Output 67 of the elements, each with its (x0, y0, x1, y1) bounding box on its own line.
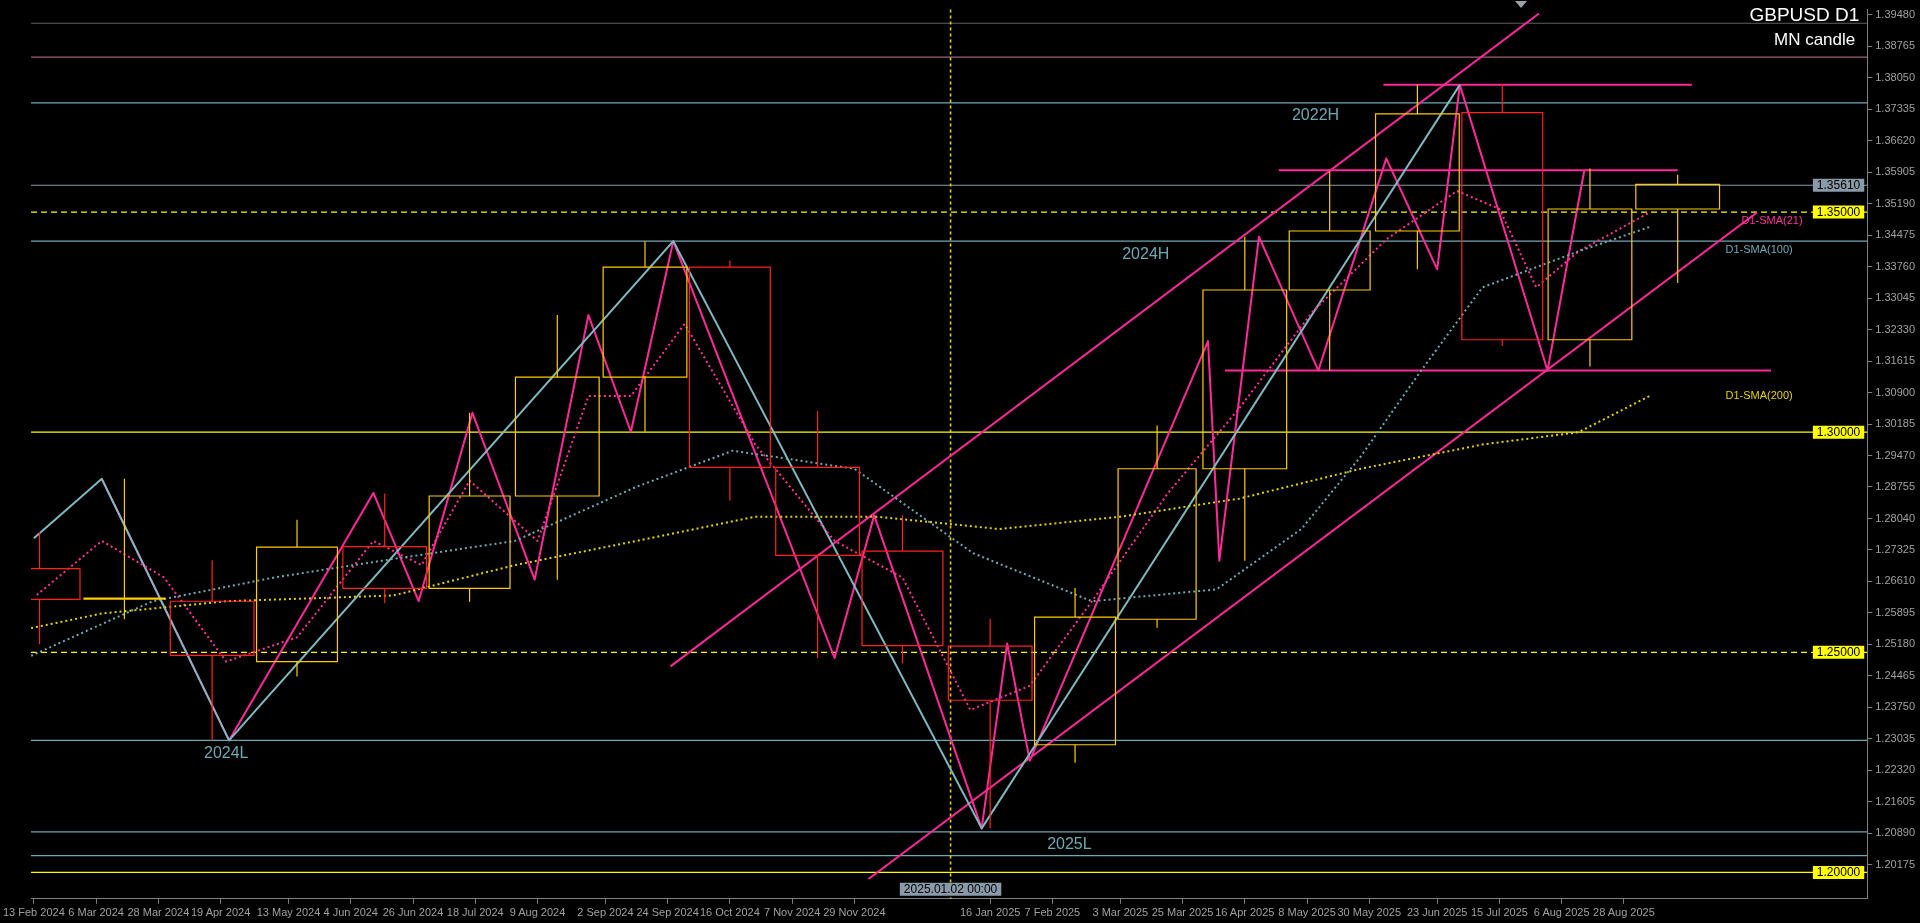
y-tick-label: 1.39480 (1875, 7, 1915, 20)
x-tick-label: 16 Jan 2025 (959, 906, 1021, 919)
x-tick-label: 29 Nov 2024 (823, 906, 886, 919)
x-tick-label: 16 Oct 2024 (699, 906, 760, 919)
y-tick-label: 1.34475 (1875, 228, 1915, 241)
y-tick-label: 1.24465 (1875, 668, 1915, 681)
ref-line-label: 1.35610 (1816, 178, 1861, 193)
text: D1-SMA(200) (1725, 389, 1793, 402)
y-tick-label: 1.23750 (1875, 700, 1915, 713)
y-tick-label: 1.35905 (1875, 165, 1915, 178)
y-tick-label: 1.38050 (1875, 70, 1915, 83)
y-tick-label: 1.20890 (1875, 826, 1915, 839)
x-tick-label: 30 May 2025 (1337, 906, 1402, 919)
x-tick-label: 13 May 2024 (256, 906, 321, 919)
y-tick-label: 1.30185 (1875, 417, 1915, 430)
x-tick-label: 9 Aug 2024 (509, 906, 566, 919)
x-tick-label: 16 Apr 2025 (1215, 906, 1275, 919)
x-tick-label: 23 Jun 2025 (1406, 906, 1468, 919)
y-tick-label: 1.27325 (1875, 542, 1915, 555)
y-tick-label: 1.35190 (1875, 196, 1915, 209)
y-tick-label: 1.32330 (1875, 322, 1915, 335)
y-tick-label: 1.25180 (1875, 637, 1915, 650)
y-tick-label: 1.26610 (1875, 574, 1915, 587)
x-tick-label: 3 Mar 2025 (1092, 906, 1149, 919)
ref-line-label: 2025.01.02 00:00 (903, 882, 998, 897)
x-tick-label: 19 Apr 2024 (190, 906, 251, 919)
annotation: 2025L (1047, 835, 1092, 853)
annotation: 2024L (204, 743, 249, 761)
y-tick-label: 1.28755 (1875, 480, 1915, 493)
y-tick-label: 1.22320 (1875, 763, 1915, 776)
y-tick-label: 1.25895 (1875, 605, 1915, 618)
x-tick-label: 18 Jul 2024 (446, 906, 504, 919)
x-tick-label: 8 May 2025 (1278, 906, 1336, 919)
x-tick-label: 2 Sep 2024 (577, 906, 634, 919)
text: MN candle (1773, 30, 1856, 50)
y-tick-label: 1.30900 (1875, 385, 1915, 398)
annotation: 2022H (1291, 106, 1340, 124)
text: D1-SMA(100) (1725, 243, 1793, 256)
ref-line-label: 1.25000 (1816, 645, 1861, 660)
y-tick-label: 1.29470 (1875, 448, 1915, 461)
x-tick-label: 6 Aug 2025 (1533, 906, 1590, 919)
x-tick-label: 24 Sep 2024 (636, 906, 699, 919)
x-tick-label: 7 Nov 2024 (763, 906, 821, 919)
y-tick-label: 1.31615 (1875, 354, 1915, 367)
x-tick-label: 4 Jun 2024 (323, 906, 378, 919)
x-tick-label: 28 Aug 2025 (1593, 906, 1655, 919)
ref-line-label: 1.20000 (1816, 865, 1861, 880)
y-tick-label: 1.36620 (1875, 133, 1915, 146)
y-tick-label: 1.38765 (1875, 39, 1915, 52)
annotation: 2024H (1122, 244, 1170, 262)
x-tick-label: 28 Mar 2024 (127, 906, 190, 919)
y-tick-label: 1.33760 (1875, 259, 1915, 272)
y-tick-label: 1.20175 (1875, 857, 1915, 870)
y-tick-label: 1.33045 (1875, 291, 1915, 304)
x-tick-label: 25 Mar 2025 (1151, 906, 1214, 919)
chart-title: GBPUSD D1 (1749, 3, 1860, 25)
x-tick-label: 6 Mar 2024 (68, 906, 124, 919)
y-tick-label: 1.28040 (1875, 511, 1915, 524)
ref-line-label: 1.35000 (1816, 204, 1861, 219)
y-tick-label: 1.37335 (1875, 102, 1915, 115)
x-tick-label: 26 Jun 2024 (382, 906, 444, 919)
y-tick-label: 1.23035 (1875, 731, 1915, 744)
x-tick-label: 13 Feb 2024 (3, 906, 65, 919)
y-tick-label: 1.21605 (1875, 794, 1915, 807)
ref-line-label: 1.30000 (1816, 425, 1861, 439)
x-tick-label: 15 Jul 2025 (1470, 906, 1528, 919)
x-tick-label: 7 Feb 2025 (1024, 906, 1081, 919)
